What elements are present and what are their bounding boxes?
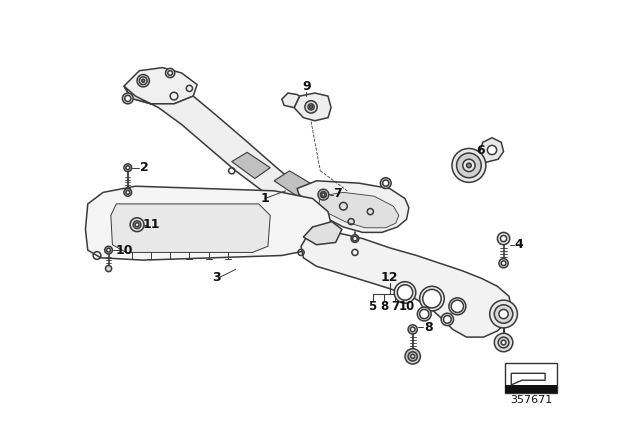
Circle shape bbox=[408, 352, 417, 361]
Polygon shape bbox=[319, 192, 399, 228]
Bar bbox=[505, 385, 557, 392]
Circle shape bbox=[463, 159, 475, 172]
Text: 12: 12 bbox=[381, 271, 398, 284]
Circle shape bbox=[122, 93, 133, 104]
Circle shape bbox=[107, 248, 111, 252]
Circle shape bbox=[125, 95, 131, 102]
Circle shape bbox=[417, 307, 431, 321]
Polygon shape bbox=[124, 86, 320, 215]
Circle shape bbox=[501, 261, 506, 266]
Circle shape bbox=[499, 258, 508, 268]
Circle shape bbox=[351, 235, 359, 242]
Circle shape bbox=[140, 77, 147, 85]
Text: 2: 2 bbox=[140, 161, 149, 174]
Circle shape bbox=[320, 192, 326, 198]
Circle shape bbox=[501, 340, 506, 345]
Polygon shape bbox=[124, 68, 197, 104]
Text: 1: 1 bbox=[260, 192, 269, 205]
Bar bbox=[505, 363, 557, 392]
Text: 10: 10 bbox=[399, 300, 415, 313]
Polygon shape bbox=[86, 186, 332, 260]
Text: 7: 7 bbox=[333, 187, 342, 200]
Polygon shape bbox=[232, 152, 270, 178]
Circle shape bbox=[141, 79, 145, 82]
Circle shape bbox=[422, 289, 441, 308]
Circle shape bbox=[133, 221, 141, 228]
Circle shape bbox=[383, 180, 389, 186]
Text: 11: 11 bbox=[142, 218, 159, 231]
Circle shape bbox=[310, 105, 312, 108]
Polygon shape bbox=[274, 171, 312, 196]
Circle shape bbox=[441, 313, 454, 326]
Circle shape bbox=[497, 233, 509, 245]
Text: 6: 6 bbox=[476, 143, 484, 156]
Circle shape bbox=[124, 189, 132, 196]
Circle shape bbox=[135, 223, 139, 227]
Circle shape bbox=[410, 327, 415, 332]
Circle shape bbox=[166, 69, 175, 78]
Circle shape bbox=[137, 74, 149, 87]
Text: 8: 8 bbox=[424, 321, 433, 334]
Circle shape bbox=[490, 300, 517, 328]
Circle shape bbox=[452, 148, 486, 182]
Circle shape bbox=[500, 236, 507, 241]
Circle shape bbox=[126, 190, 130, 194]
Text: 10: 10 bbox=[115, 244, 132, 257]
Circle shape bbox=[456, 153, 481, 178]
Circle shape bbox=[411, 354, 415, 358]
Circle shape bbox=[405, 349, 420, 364]
Circle shape bbox=[494, 305, 513, 323]
Polygon shape bbox=[303, 222, 342, 245]
Circle shape bbox=[467, 163, 471, 168]
Circle shape bbox=[105, 246, 113, 254]
Circle shape bbox=[168, 71, 172, 75]
Circle shape bbox=[444, 315, 451, 323]
Circle shape bbox=[353, 236, 357, 241]
Text: 7: 7 bbox=[391, 300, 399, 313]
Polygon shape bbox=[480, 138, 504, 163]
Text: 357671: 357671 bbox=[510, 395, 552, 405]
Circle shape bbox=[420, 286, 444, 311]
Text: 8: 8 bbox=[380, 300, 388, 313]
Circle shape bbox=[106, 266, 111, 271]
Polygon shape bbox=[301, 227, 511, 337]
Circle shape bbox=[449, 298, 466, 315]
Circle shape bbox=[499, 310, 508, 319]
Polygon shape bbox=[282, 93, 300, 108]
Text: 3: 3 bbox=[212, 271, 221, 284]
Circle shape bbox=[494, 333, 513, 352]
Circle shape bbox=[318, 189, 329, 200]
Circle shape bbox=[308, 104, 314, 110]
Circle shape bbox=[488, 146, 497, 155]
Circle shape bbox=[305, 101, 317, 113]
Circle shape bbox=[124, 164, 132, 172]
Circle shape bbox=[408, 325, 417, 334]
Circle shape bbox=[420, 310, 429, 319]
Polygon shape bbox=[297, 181, 409, 233]
Circle shape bbox=[451, 300, 463, 313]
Circle shape bbox=[380, 178, 391, 189]
Text: 4: 4 bbox=[515, 238, 524, 251]
Text: 9: 9 bbox=[302, 80, 311, 93]
Circle shape bbox=[130, 218, 144, 232]
Text: 5: 5 bbox=[369, 300, 377, 313]
Polygon shape bbox=[294, 93, 331, 121]
Circle shape bbox=[322, 193, 325, 196]
Circle shape bbox=[498, 337, 509, 348]
Polygon shape bbox=[111, 204, 270, 252]
Circle shape bbox=[126, 166, 130, 170]
Circle shape bbox=[397, 285, 413, 300]
Circle shape bbox=[394, 282, 416, 303]
